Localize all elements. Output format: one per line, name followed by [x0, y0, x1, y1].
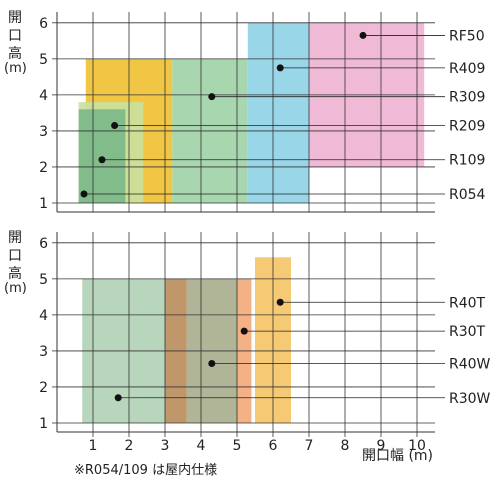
top-ytick-label-3: 3 [39, 124, 48, 140]
bottom-y-axis-label-1: 開 [8, 230, 22, 246]
bottom-marker-r40t [276, 298, 284, 306]
x-axis-label: 開口幅 (m) [362, 448, 433, 464]
bottom-marker-r40w [208, 360, 216, 368]
bottom-marker-r30t [240, 327, 248, 335]
top-chart-panel: 1 2 3 4 5 6 RF50 R409 R309 R209 R109 R054 [39, 12, 486, 213]
top-series-label-r309: R309 [449, 90, 485, 106]
bottom-y-axis-label-2: 口 [8, 248, 22, 264]
top-marker-r054 [80, 190, 88, 198]
bottom-xtick-label-1: 1 [89, 438, 98, 454]
top-y-axis-label-4: (m) [4, 61, 27, 76]
bottom-y-axis-label-3: 高 [8, 265, 22, 282]
bottom-ytick-label-4: 4 [39, 308, 48, 324]
bottom-series-label-r40w: R40W [449, 357, 491, 373]
top-series-label-r054: R054 [449, 187, 486, 203]
top-ytick-label-1: 1 [39, 196, 48, 212]
bottom-series-label-r30t: R30T [449, 324, 486, 340]
bottom-series-label-r40t: R40T [449, 295, 486, 311]
bottom-xtick-label-2: 2 [125, 438, 134, 454]
bottom-xtick-label-5: 5 [233, 438, 242, 454]
bottom-y-axis-label-4: (m) [4, 281, 27, 296]
top-series-label-r209: R209 [449, 119, 485, 135]
bottom-marker-r30w [114, 394, 122, 402]
top-marker-rf50 [359, 31, 367, 39]
bottom-xtick-label-6: 6 [269, 438, 278, 454]
footnote: ※R054/109 は屋内仕様 [74, 462, 217, 478]
bottom-xtick-label-8: 8 [341, 438, 350, 454]
top-series-label-r109: R109 [449, 153, 485, 169]
bottom-xtick-label-3: 3 [161, 438, 170, 454]
top-y-axis-label-2: 口 [8, 28, 22, 44]
top-box-r054 [78, 109, 126, 203]
bottom-chart-panel: 1 2 3 4 5 6 R40T R30T R40W R30W 1 2 3 4 5 6 7 8 9 10 [39, 232, 491, 454]
top-series-label-rf50: RF50 [449, 28, 485, 44]
bottom-ytick-label-1: 1 [39, 416, 48, 432]
bottom-ytick-label-5: 5 [39, 272, 48, 288]
top-series-label-r409: R409 [449, 61, 485, 77]
bottom-series-label-r30w: R30W [449, 391, 491, 407]
top-ytick-label-5: 5 [39, 52, 48, 68]
top-y-axis-label-3: 高 [8, 45, 22, 62]
top-marker-r409 [276, 64, 284, 72]
bottom-xtick-label-9: 9 [377, 438, 386, 454]
top-ytick-label-2: 2 [39, 160, 48, 176]
bottom-ytick-label-6: 6 [39, 236, 48, 252]
bottom-xtick-label-4: 4 [197, 438, 206, 454]
bottom-ytick-label-2: 2 [39, 380, 48, 396]
top-marker-r209 [111, 122, 119, 130]
bottom-xtick-label-7: 7 [305, 438, 314, 454]
top-marker-r309 [208, 93, 216, 101]
top-marker-r109 [98, 156, 106, 164]
top-y-axis-label-1: 開 [8, 10, 22, 26]
top-ytick-label-4: 4 [39, 88, 48, 104]
top-ytick-label-6: 6 [39, 16, 48, 32]
bottom-xtick-label-10: 10 [408, 438, 426, 454]
bottom-ytick-label-3: 3 [39, 344, 48, 360]
top-box-r409 [247, 22, 309, 203]
